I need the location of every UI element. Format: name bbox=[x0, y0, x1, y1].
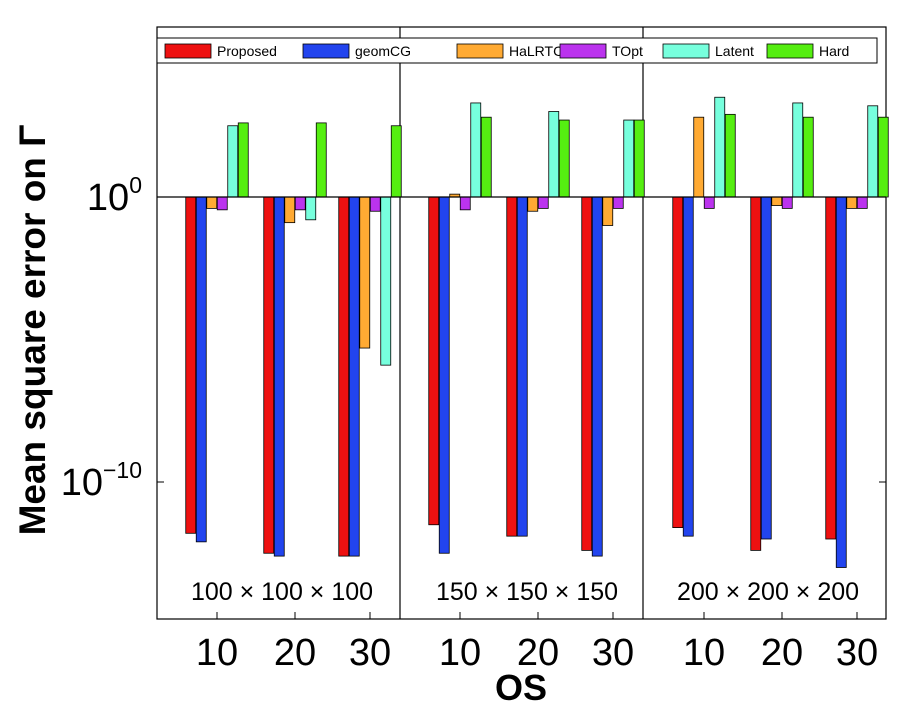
bar-latent-4 bbox=[470, 102, 482, 198]
x-tick-label-6: 30 bbox=[592, 632, 634, 674]
legend: Proposed geomCG HaLRTC TOpt Latent Hard bbox=[156, 37, 878, 64]
bar-hard-9 bbox=[877, 116, 889, 198]
legend-label-proposed: Proposed bbox=[217, 43, 277, 59]
bar-latent-8 bbox=[792, 102, 804, 198]
legend-label-topt: TOpt bbox=[612, 43, 643, 59]
legend-swatch-topt bbox=[559, 43, 607, 59]
bar-proposed-6 bbox=[581, 196, 593, 551]
bar-halrtc-3 bbox=[359, 196, 371, 349]
bar-halrtc-2 bbox=[284, 196, 296, 224]
bar-proposed-4 bbox=[428, 196, 440, 526]
legend-swatch-proposed bbox=[164, 43, 212, 59]
legend-label-hard: Hard bbox=[819, 43, 849, 59]
bar-proposed-9 bbox=[825, 196, 837, 540]
bar-topt-4 bbox=[459, 196, 471, 211]
bar-geomcg-5 bbox=[516, 196, 528, 537]
bar-halrtc-6 bbox=[602, 196, 614, 226]
bar-latent-3 bbox=[380, 196, 392, 366]
x-tick-label-8: 20 bbox=[761, 632, 803, 674]
legend-swatch-geomcg bbox=[302, 43, 350, 59]
bar-proposed-5 bbox=[506, 196, 518, 537]
legend-swatch-hard bbox=[766, 43, 814, 59]
bar-proposed-8 bbox=[750, 196, 762, 551]
bar-hard-5 bbox=[558, 119, 570, 198]
x-tick-label-9: 30 bbox=[836, 632, 878, 674]
bar-hard-6 bbox=[633, 119, 645, 198]
bar-halrtc-5 bbox=[527, 196, 539, 212]
x-tick-label-4: 10 bbox=[439, 632, 481, 674]
y-axis-label: Mean square error on Γ bbox=[12, 125, 53, 536]
x-tick-label-7: 10 bbox=[683, 632, 725, 674]
bar-latent-1 bbox=[227, 125, 239, 198]
y-tick-label-1: 10−10 bbox=[61, 457, 142, 504]
bar-proposed-7 bbox=[672, 196, 684, 529]
bar-geomcg-8 bbox=[760, 196, 772, 540]
bar-geomcg-2 bbox=[273, 196, 285, 557]
bar-topt-7 bbox=[703, 196, 715, 209]
panel-labels: 100 × 100 × 100 150 × 150 × 150 200 × 200 … bbox=[191, 578, 859, 606]
bar-geomcg-9 bbox=[835, 196, 847, 568]
bar-latent-9 bbox=[867, 105, 879, 198]
bar-topt-9 bbox=[856, 196, 868, 209]
bar-hard-8 bbox=[802, 116, 814, 198]
legend-swatch-halrtc bbox=[456, 43, 504, 59]
bar-geomcg-7 bbox=[682, 196, 694, 537]
bar-proposed-2 bbox=[263, 196, 275, 554]
legend-label-halrtc: HaLRTC bbox=[509, 43, 563, 59]
bar-geomcg-6 bbox=[591, 196, 603, 557]
bar-hard-7 bbox=[724, 113, 736, 198]
bar-topt-8 bbox=[781, 196, 793, 209]
bar-latent-5 bbox=[548, 111, 560, 198]
x-tick-label-1: 10 bbox=[196, 632, 238, 674]
bar-latent-2 bbox=[305, 196, 317, 221]
bar-hard-1 bbox=[237, 122, 249, 198]
y-tick-label-0: 100 bbox=[87, 172, 142, 219]
bar-topt-2 bbox=[294, 196, 306, 211]
bar-geomcg-3 bbox=[348, 196, 360, 557]
y-ticks: 100 10−10 bbox=[61, 172, 886, 504]
bar-halrtc-7 bbox=[693, 116, 705, 198]
x-ticks: 10 20 30 10 20 30 10 20 30 bbox=[196, 612, 878, 674]
panel-label-3: 200 × 200 × 200 bbox=[677, 578, 859, 606]
x-tick-label-2: 20 bbox=[274, 632, 316, 674]
x-axis-label: OS bbox=[495, 667, 547, 708]
bar-topt-6 bbox=[612, 196, 624, 209]
x-tick-label-5: 20 bbox=[517, 632, 559, 674]
bar-halrtc-1 bbox=[206, 196, 218, 209]
panel-label-2: 150 × 150 × 150 bbox=[436, 578, 618, 606]
bar-topt-5 bbox=[537, 196, 549, 209]
bar-topt-3 bbox=[369, 196, 381, 212]
legend-label-latent: Latent bbox=[715, 43, 754, 59]
bar-halrtc-8 bbox=[771, 196, 783, 206]
legend-label-geomcg: geomCG bbox=[355, 43, 411, 59]
bar-hard-2 bbox=[315, 122, 327, 198]
bar-hard-3 bbox=[390, 125, 402, 198]
bar-halrtc-9 bbox=[846, 196, 858, 209]
bar-topt-1 bbox=[216, 196, 228, 211]
legend-swatch-latent bbox=[662, 43, 710, 59]
bar-proposed-1 bbox=[185, 196, 197, 534]
legend-box bbox=[156, 37, 878, 64]
bar-proposed-3 bbox=[338, 196, 350, 557]
bar-geomcg-4 bbox=[438, 196, 450, 554]
bar-latent-6 bbox=[623, 119, 635, 198]
x-tick-label-3: 30 bbox=[349, 632, 391, 674]
bar-latent-7 bbox=[714, 96, 726, 198]
bar-hard-4 bbox=[480, 116, 492, 198]
bar-geomcg-1 bbox=[195, 196, 207, 543]
panel-label-1: 100 × 100 × 100 bbox=[191, 578, 373, 606]
